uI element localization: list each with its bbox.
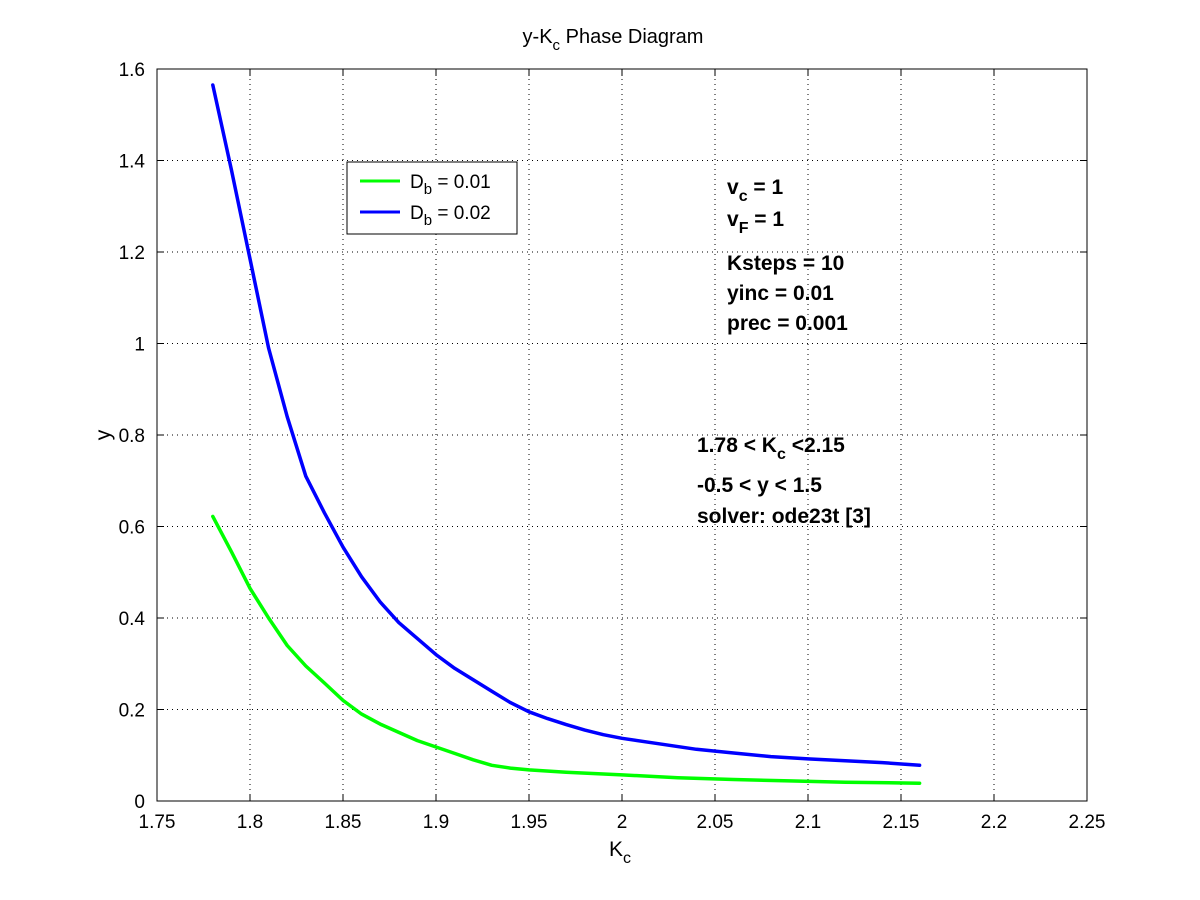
data-series <box>211 83 922 785</box>
x-tick-label: 2.15 <box>883 812 920 833</box>
annotation-prec: prec = 0.001 <box>727 312 848 335</box>
y-tick-label: 0.8 <box>119 426 145 447</box>
annotation-block-range: 1.78 < Kc <2.15 -0.5 < y < 1.5 solver: o… <box>697 434 871 528</box>
x-tick-label: 2.2 <box>981 812 1007 833</box>
y-axis-label: y <box>92 429 115 440</box>
y-tick-label: 0.2 <box>119 701 145 722</box>
legend-entry-0: Db = 0.01 <box>410 172 491 198</box>
y-tick-label: 1.6 <box>119 60 145 81</box>
legend-entry-1: Db = 0.02 <box>410 203 491 229</box>
legend-entry-0-rest: = 0.01 <box>432 172 491 193</box>
legend-box <box>346 161 518 235</box>
series-line-1 <box>211 83 922 768</box>
y-tick-label: 1.2 <box>119 243 145 264</box>
annotation-vf: vF = 1 <box>727 208 784 237</box>
annotation-vf-rest: = 1 <box>748 208 784 231</box>
grid-lines <box>157 69 1087 801</box>
chart-title-rest: Phase Diagram <box>560 26 703 48</box>
legend-entry-1-rest: = 0.02 <box>432 203 491 224</box>
annotation-block-parameters: vc = 1 vF = 1 Ksteps = 10 yinc = 0.01 pr… <box>727 176 848 335</box>
annotation-kc-range-rest: <2.15 <box>786 434 845 457</box>
annotation-kc-range: 1.78 < Kc <2.15 <box>697 434 845 463</box>
axis-ticks <box>156 68 1088 802</box>
y-tick-label: 1 <box>134 335 145 356</box>
x-tick-label: 1.85 <box>325 812 362 833</box>
x-tick-label: 1.75 <box>139 812 176 833</box>
annotation-solver: solver: ode23t [3] <box>697 505 871 528</box>
chart-title-subscript: c <box>553 37 561 54</box>
annotation-ksteps: Ksteps = 10 <box>727 252 844 275</box>
y-tick-label: 0.4 <box>119 609 146 630</box>
chart-title: y-Kc Phase Diagram <box>523 26 704 54</box>
x-tick-label: 2 <box>617 812 628 833</box>
x-tick-label: 2.25 <box>1069 812 1106 833</box>
series-line-0 <box>211 514 922 785</box>
annotation-yinc: yinc = 0.01 <box>727 282 834 305</box>
annotation-kc-range-subscript: c <box>777 446 786 463</box>
x-axis-label-subscript: c <box>623 850 631 867</box>
x-tick-label: 2.1 <box>795 812 821 833</box>
x-tick-label: 1.8 <box>237 812 263 833</box>
x-tick-label: 1.95 <box>511 812 548 833</box>
x-axis-label: Kc <box>609 838 631 867</box>
y-tick-label: 1.4 <box>119 152 146 173</box>
annotation-vc: vc = 1 <box>727 176 784 205</box>
x-tick-label: 1.9 <box>423 812 449 833</box>
legend-entry-1-subscript: b <box>424 212 432 229</box>
legend-entry-0-subscript: b <box>424 181 432 198</box>
x-tick-label: 2.05 <box>697 812 734 833</box>
x-tick-labels: 1.75 1.8 1.85 1.9 1.95 2 2.05 2.1 2.15 2.2 2.25 <box>139 812 1106 833</box>
legend: Db = 0.01 Db = 0.02 <box>346 161 518 235</box>
y-tick-labels: 0 0.2 0.4 0.6 0.8 1 1.2 1.4 1.6 <box>119 60 146 813</box>
annotation-vc-subscript: c <box>739 188 748 205</box>
annotation-vc-rest: = 1 <box>748 176 784 199</box>
annotation-y-range: -0.5 < y < 1.5 <box>697 474 822 497</box>
annotation-vf-subscript: F <box>739 220 749 237</box>
y-tick-label: 0 <box>134 792 145 813</box>
y-tick-label: 0.6 <box>119 518 145 539</box>
